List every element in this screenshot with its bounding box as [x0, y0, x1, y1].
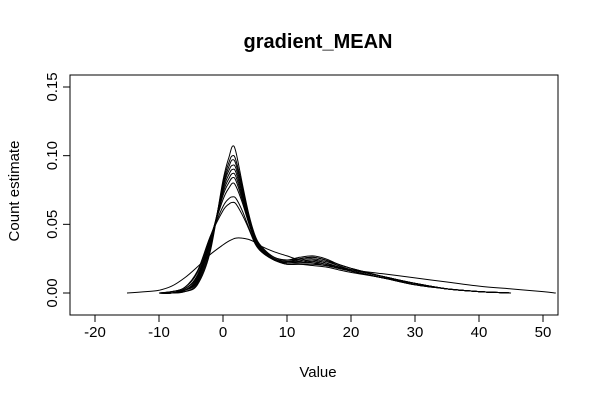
density-curve	[158, 145, 512, 294]
y-axis-label: Count estimate	[6, 141, 23, 242]
density-curve	[158, 164, 512, 294]
x-axis-label: Value	[299, 364, 336, 381]
density-curve	[158, 176, 512, 294]
y-tick-label: 0.15	[44, 72, 61, 101]
density-curves	[126, 145, 556, 294]
density-curve	[158, 159, 512, 294]
x-tick-label: 30	[407, 324, 424, 341]
x-tick-label: 10	[279, 324, 296, 341]
y-tick-label: 0.00	[44, 278, 61, 307]
x-tick-label: -20	[84, 324, 106, 341]
x-axis: -20 -10 0 10 20 30 40 50	[84, 314, 552, 341]
density-curve	[126, 237, 556, 294]
y-tick-label: 0.10	[44, 141, 61, 170]
y-axis: 0.00 0.05 0.10 0.15	[44, 72, 71, 308]
x-tick-label: -10	[148, 324, 170, 341]
chart-title: gradient_MEAN	[244, 31, 393, 53]
density-curve	[158, 168, 512, 294]
density-curve	[158, 155, 512, 294]
x-tick-label: 0	[219, 324, 227, 341]
plot-frame	[69, 74, 559, 316]
y-tick-label: 0.05	[44, 210, 61, 239]
x-tick-label: 20	[343, 324, 360, 341]
x-tick-label: 50	[535, 324, 552, 341]
density-curve	[158, 201, 512, 294]
x-tick-label: 40	[471, 324, 488, 341]
